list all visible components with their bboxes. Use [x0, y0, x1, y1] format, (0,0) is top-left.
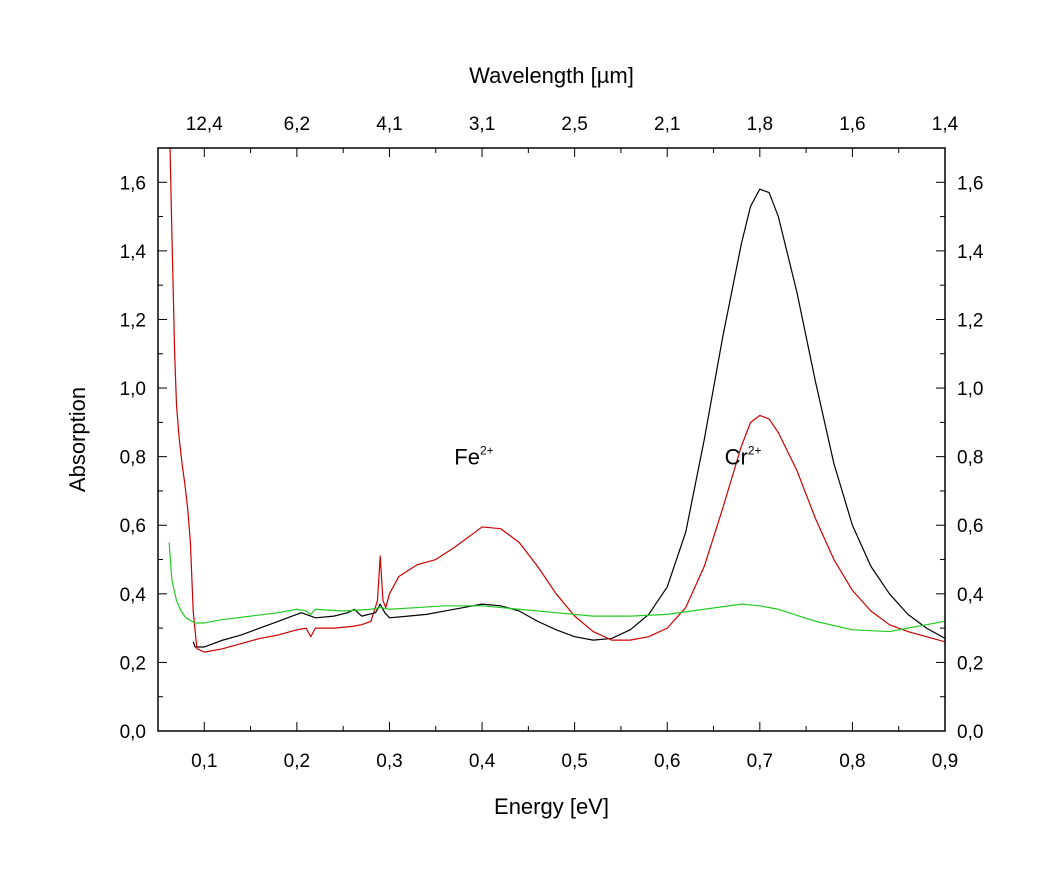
y-tick-label: 0,6	[120, 516, 146, 537]
x-tick-label: 0,3	[376, 751, 402, 772]
y-tick-label: 0,0	[120, 722, 146, 743]
y-tick-label: 0,8	[120, 448, 146, 469]
y-right-tick-label: 0,8	[957, 448, 983, 469]
annotation-superscript: 2+	[480, 444, 494, 458]
x-tick-label: 0,2	[284, 751, 310, 772]
top-tick-label: 1,8	[747, 114, 773, 135]
annotation-superscript: 2+	[748, 444, 762, 458]
x-tick-label: 0,9	[932, 751, 958, 772]
x-axis-title: Energy [eV]	[494, 794, 609, 819]
y-tick-label: 1,2	[120, 310, 146, 331]
top-tick-label: 6,2	[284, 114, 310, 135]
y-tick-label: 1,0	[120, 379, 146, 400]
y-right-tick-label: 0,6	[957, 516, 983, 537]
annotation-base: Fe	[454, 445, 480, 470]
y-tick-label: 0,2	[120, 653, 146, 674]
y-right-tick-label: 1,0	[957, 379, 983, 400]
y-tick-label: 1,4	[120, 242, 147, 263]
top-tick-label: 2,1	[654, 114, 680, 135]
x-tick-label: 0,7	[747, 751, 773, 772]
top-axis-title: Wavelength [µm]	[469, 63, 634, 88]
y-right-tick-label: 0,0	[957, 722, 983, 743]
series-layer	[168, 148, 945, 653]
top-tick-label: 12,4	[186, 114, 223, 135]
annotation-layer: Fe2+ Cr2+	[454, 444, 761, 470]
y-right-tick-label: 0,2	[957, 653, 983, 674]
y-right-tick-label: 0,4	[957, 585, 984, 606]
x-tick-label: 0,6	[654, 751, 680, 772]
y-right-tick-label: 1,6	[957, 173, 983, 194]
y-tick-label: 1,6	[120, 173, 146, 194]
tick-layer	[157, 147, 946, 732]
annotation-label: Cr2+	[725, 444, 762, 470]
y-tick-label: 0,4	[120, 585, 147, 606]
y-right-tick-label: 1,2	[957, 310, 983, 331]
series-line-1	[169, 148, 945, 653]
top-tick-label: 2,5	[561, 114, 587, 135]
top-tick-label: 4,1	[376, 114, 402, 135]
plot-frame	[157, 147, 946, 732]
top-tick-label: 3,1	[469, 114, 495, 135]
annotation-base: Cr	[725, 445, 748, 470]
x-tick-label: 0,1	[191, 751, 217, 772]
x-tick-label: 0,8	[839, 751, 865, 772]
label-layer: 0,1 0,2 0,3 0,4 0,5 0,6 0,7 0,8 0,9 12,4 6,2 4,1 3,1…	[120, 114, 984, 772]
x-tick-label: 0,4	[469, 751, 496, 772]
y-axis-title: Absorption	[65, 387, 90, 492]
series-line-0	[192, 188, 945, 648]
annotation-label: Fe2+	[454, 444, 493, 470]
top-tick-label: 1,4	[932, 114, 959, 135]
y-right-tick-label: 1,4	[957, 242, 984, 263]
x-tick-label: 0,5	[561, 751, 587, 772]
series-line-2	[168, 542, 945, 633]
top-tick-label: 1,6	[839, 114, 865, 135]
